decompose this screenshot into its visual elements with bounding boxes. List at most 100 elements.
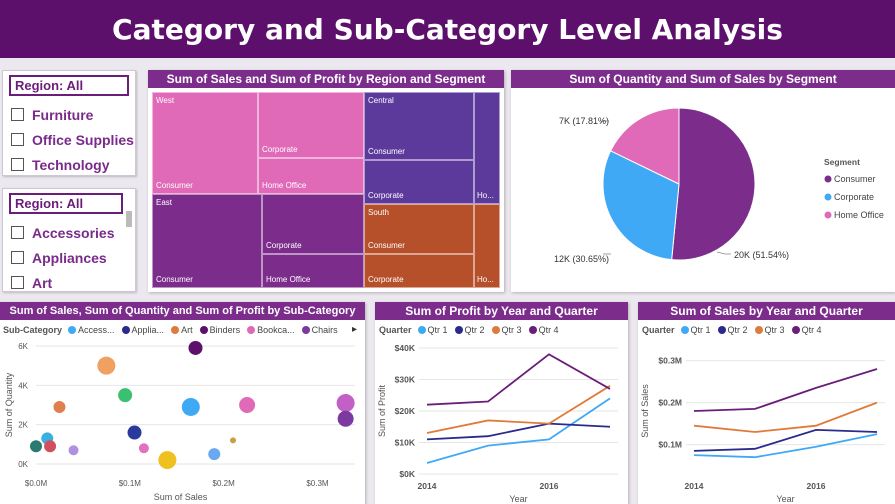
pie-legend-dot-consumer: [824, 175, 832, 183]
slicer-header[interactable]: Region: All: [9, 75, 129, 96]
series-line-qtr2[interactable]: [693, 428, 878, 452]
legend-entry-qtr4[interactable]: Qtr 4: [791, 325, 822, 335]
series-line-qtr3[interactable]: [426, 385, 611, 434]
scatter-point[interactable]: [181, 397, 200, 416]
treemap-cell-south-home-office[interactable]: Ho...: [474, 204, 500, 288]
x-axis-label: Sum of Sales: [154, 492, 208, 502]
slicer-scrollbar[interactable]: [126, 211, 132, 227]
slicer-item-appliances[interactable]: Appliances: [3, 245, 135, 270]
series-line-qtr4[interactable]: [693, 368, 878, 412]
x-tick-label: 2016: [540, 481, 559, 491]
y-tick-label: $0.3M: [658, 356, 682, 366]
checkbox[interactable]: [11, 251, 24, 264]
series-line-qtr3[interactable]: [693, 401, 878, 433]
scatter-point[interactable]: [230, 437, 237, 444]
y-tick-label: $10K: [395, 438, 416, 448]
treemap-region-label: West: [156, 96, 175, 105]
y-tick-label: $0K: [399, 469, 415, 479]
pie-slice-consumer[interactable]: [671, 107, 756, 261]
scatter-point[interactable]: [239, 397, 256, 413]
scatter-point[interactable]: [208, 448, 221, 461]
checkbox[interactable]: [11, 276, 24, 289]
legend-dot: [417, 326, 426, 334]
treemap-panel: Sum of Sales and Sum of Profit by Region…: [148, 70, 504, 292]
scatter-chart: 0K 2K 4K 6K $0.0M $0.1M $0.2M $0.3M Sum of Sales…: [4, 340, 355, 502]
checkbox[interactable]: [11, 133, 24, 146]
scatter-point[interactable]: [337, 410, 354, 427]
legend-entry-qtr4[interactable]: Qtr 4: [528, 325, 559, 335]
scatter-point[interactable]: [44, 440, 57, 453]
series-line-qtr1[interactable]: [693, 433, 878, 459]
scatter-point[interactable]: [53, 400, 66, 413]
legend-dot: [491, 326, 500, 334]
y-tick-label: 2K: [18, 421, 28, 430]
treemap-segment-label: Corporate: [368, 275, 404, 284]
x-tick-label: $0.3M: [306, 479, 329, 488]
legend-entry-binders[interactable]: Binders: [199, 325, 240, 335]
treemap-cell-east-home-office[interactable]: Home Office: [262, 254, 364, 288]
series-line-qtr2[interactable]: [426, 422, 611, 441]
slicer-header[interactable]: Region: All: [9, 193, 123, 214]
legend-label: Qtr 2: [464, 325, 485, 335]
treemap-cell-south-consumer[interactable]: South Consumer: [364, 204, 474, 254]
legend-entry-art[interactable]: Art: [171, 325, 193, 335]
scatter-point[interactable]: [188, 340, 203, 355]
legend-entry-accessories[interactable]: Access...: [68, 325, 115, 335]
sales-legend-title: Quarter: [642, 325, 675, 335]
scatter-point[interactable]: [336, 394, 355, 413]
treemap-cell-west-corporate[interactable]: Corporate: [258, 92, 364, 158]
legend-entry-qtr1[interactable]: Qtr 1: [680, 325, 711, 335]
sub-category-slicer: Region: All Accessories Appliances Art: [2, 188, 136, 292]
legend-entry-qtr2[interactable]: Qtr 2: [717, 325, 748, 335]
series-line-qtr1[interactable]: [426, 397, 611, 464]
slicer-item-accessories[interactable]: Accessories: [3, 220, 135, 245]
scatter-point[interactable]: [158, 451, 177, 470]
pie-slice-home-office[interactable]: [609, 107, 680, 185]
legend-entry-bookcases[interactable]: Bookca...: [247, 325, 295, 335]
pie-legend-home-office[interactable]: Home Office: [834, 210, 884, 220]
treemap-cell-east-corporate[interactable]: Corporate: [262, 194, 364, 254]
slicer-item-furniture[interactable]: Furniture: [3, 102, 135, 127]
legend-next-arrow[interactable]: ▸: [351, 324, 357, 335]
treemap-cell-central-corporate[interactable]: Corporate: [364, 160, 474, 204]
treemap-cell-central-consumer[interactable]: Central Consumer: [364, 92, 474, 160]
pie-slice-corporate[interactable]: [602, 150, 680, 261]
legend-entry-appliances[interactable]: Applia...: [121, 325, 164, 335]
scatter-point[interactable]: [30, 440, 42, 453]
legend-entry-qtr2[interactable]: Qtr 2: [454, 325, 485, 335]
treemap-cell-central-home-office[interactable]: Ho...: [474, 92, 500, 204]
treemap-cell-west-consumer[interactable]: West Consumer: [152, 92, 258, 194]
series-line-qtr4[interactable]: [426, 353, 611, 406]
pie-legend-dot-corporate: [824, 193, 832, 201]
checkbox[interactable]: [11, 108, 24, 121]
legend-entry-qtr1[interactable]: Qtr 1: [417, 325, 448, 335]
profit-line-chart: $0K $10K $20K $30K $40K 2014 2016 Year Sum of Pr…: [377, 343, 618, 504]
slicer-item-office-supplies[interactable]: Office Supplies: [3, 127, 135, 152]
profit-line-title: Sum of Profit by Year and Quarter: [375, 302, 628, 320]
slicer-item-label: Technology: [32, 156, 110, 173]
legend-entry-qtr3[interactable]: Qtr 3: [754, 325, 785, 335]
scatter-point[interactable]: [138, 443, 149, 454]
slicer-item-technology[interactable]: Technology: [3, 152, 135, 177]
scatter-point[interactable]: [97, 356, 116, 375]
checkbox[interactable]: [11, 226, 24, 239]
scatter-point[interactable]: [118, 388, 133, 403]
y-axis-label: Sum of Quantity: [4, 372, 14, 437]
legend-entry-qtr3[interactable]: Qtr 3: [491, 325, 522, 335]
legend-label: Chairs: [311, 325, 338, 335]
slicer-item-art[interactable]: Art: [3, 270, 135, 295]
sales-line-chart: $0.1M $0.2M $0.3M 2014 2016 Year Sum of Sales: [640, 356, 885, 504]
pie-legend-consumer[interactable]: Consumer: [834, 174, 876, 184]
scatter-point[interactable]: [68, 445, 79, 456]
treemap-cell-east-consumer[interactable]: East Consumer: [152, 194, 262, 288]
treemap-cell-west-home-office[interactable]: Home Office: [258, 158, 364, 194]
scatter-point[interactable]: [127, 425, 142, 440]
pie-legend-corporate[interactable]: Corporate: [834, 192, 874, 202]
checkbox[interactable]: [11, 158, 24, 171]
profit-legend: Quarter Qtr 1 Qtr 2 Qtr 3 Qtr 4: [379, 325, 562, 335]
scatter-legend: Sub-Category Access... Applia... Art Bin…: [3, 325, 341, 335]
y-tick-label: $0.1M: [658, 440, 682, 450]
treemap-cell-south-corporate[interactable]: Corporate: [364, 254, 474, 288]
x-tick-label: 2016: [807, 481, 826, 491]
legend-entry-chairs[interactable]: Chairs: [301, 325, 338, 335]
